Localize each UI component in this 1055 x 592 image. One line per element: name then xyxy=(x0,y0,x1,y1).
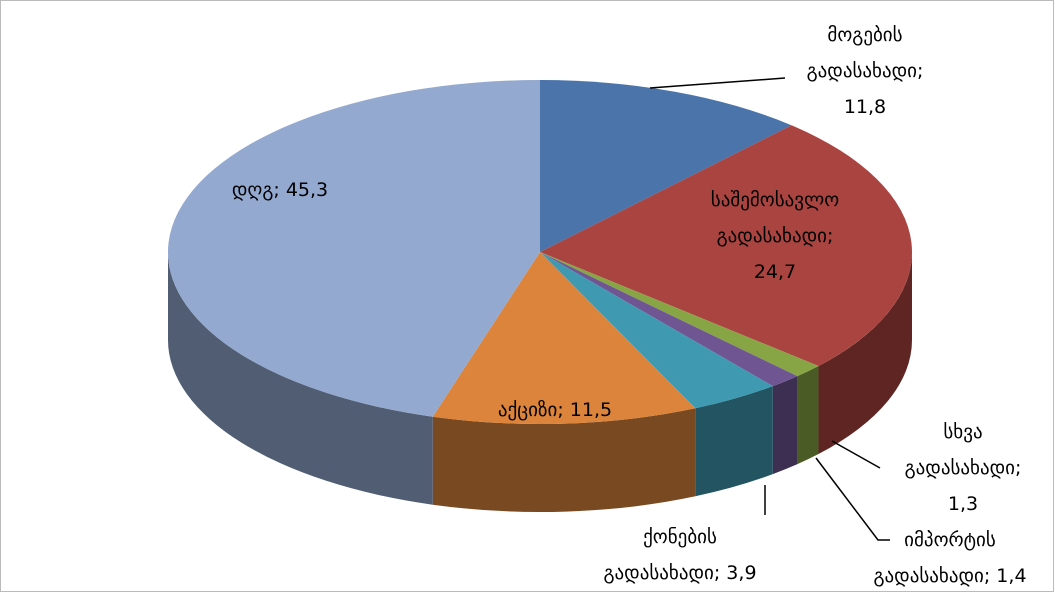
data-label: დღგ; 45,3 xyxy=(232,179,328,201)
data-label: მოგების გადასახადი; 11,8 xyxy=(807,24,924,118)
data-label: აქციზი; 11,5 xyxy=(498,399,612,421)
pie-slice-side xyxy=(772,376,798,475)
data-label: სხვა გადასახადი; 1,3 xyxy=(905,421,1022,515)
pie-slice xyxy=(432,252,696,424)
pie-slice-side xyxy=(797,366,819,465)
pie-slice xyxy=(540,252,773,409)
leader-line xyxy=(815,457,890,541)
pie-slice xyxy=(540,125,913,367)
leader-line xyxy=(831,440,881,469)
pie-slice xyxy=(540,252,819,377)
pie-slice xyxy=(540,252,798,387)
leader-line xyxy=(649,77,786,89)
pie-slice xyxy=(540,80,792,252)
pie-slice-side xyxy=(168,252,433,505)
data-label: ქონების გადასახადი; 3,9 xyxy=(603,526,756,584)
data-label: საშემოსავლო გადასახადი; 24,7 xyxy=(711,189,839,283)
pie-slice-side xyxy=(695,386,773,497)
pie-slice-side xyxy=(432,408,696,513)
pie-slice xyxy=(167,80,540,417)
pie-slice-side xyxy=(818,252,912,455)
data-label: იმპორტის გადასახადი; 1,4 xyxy=(873,529,1026,587)
